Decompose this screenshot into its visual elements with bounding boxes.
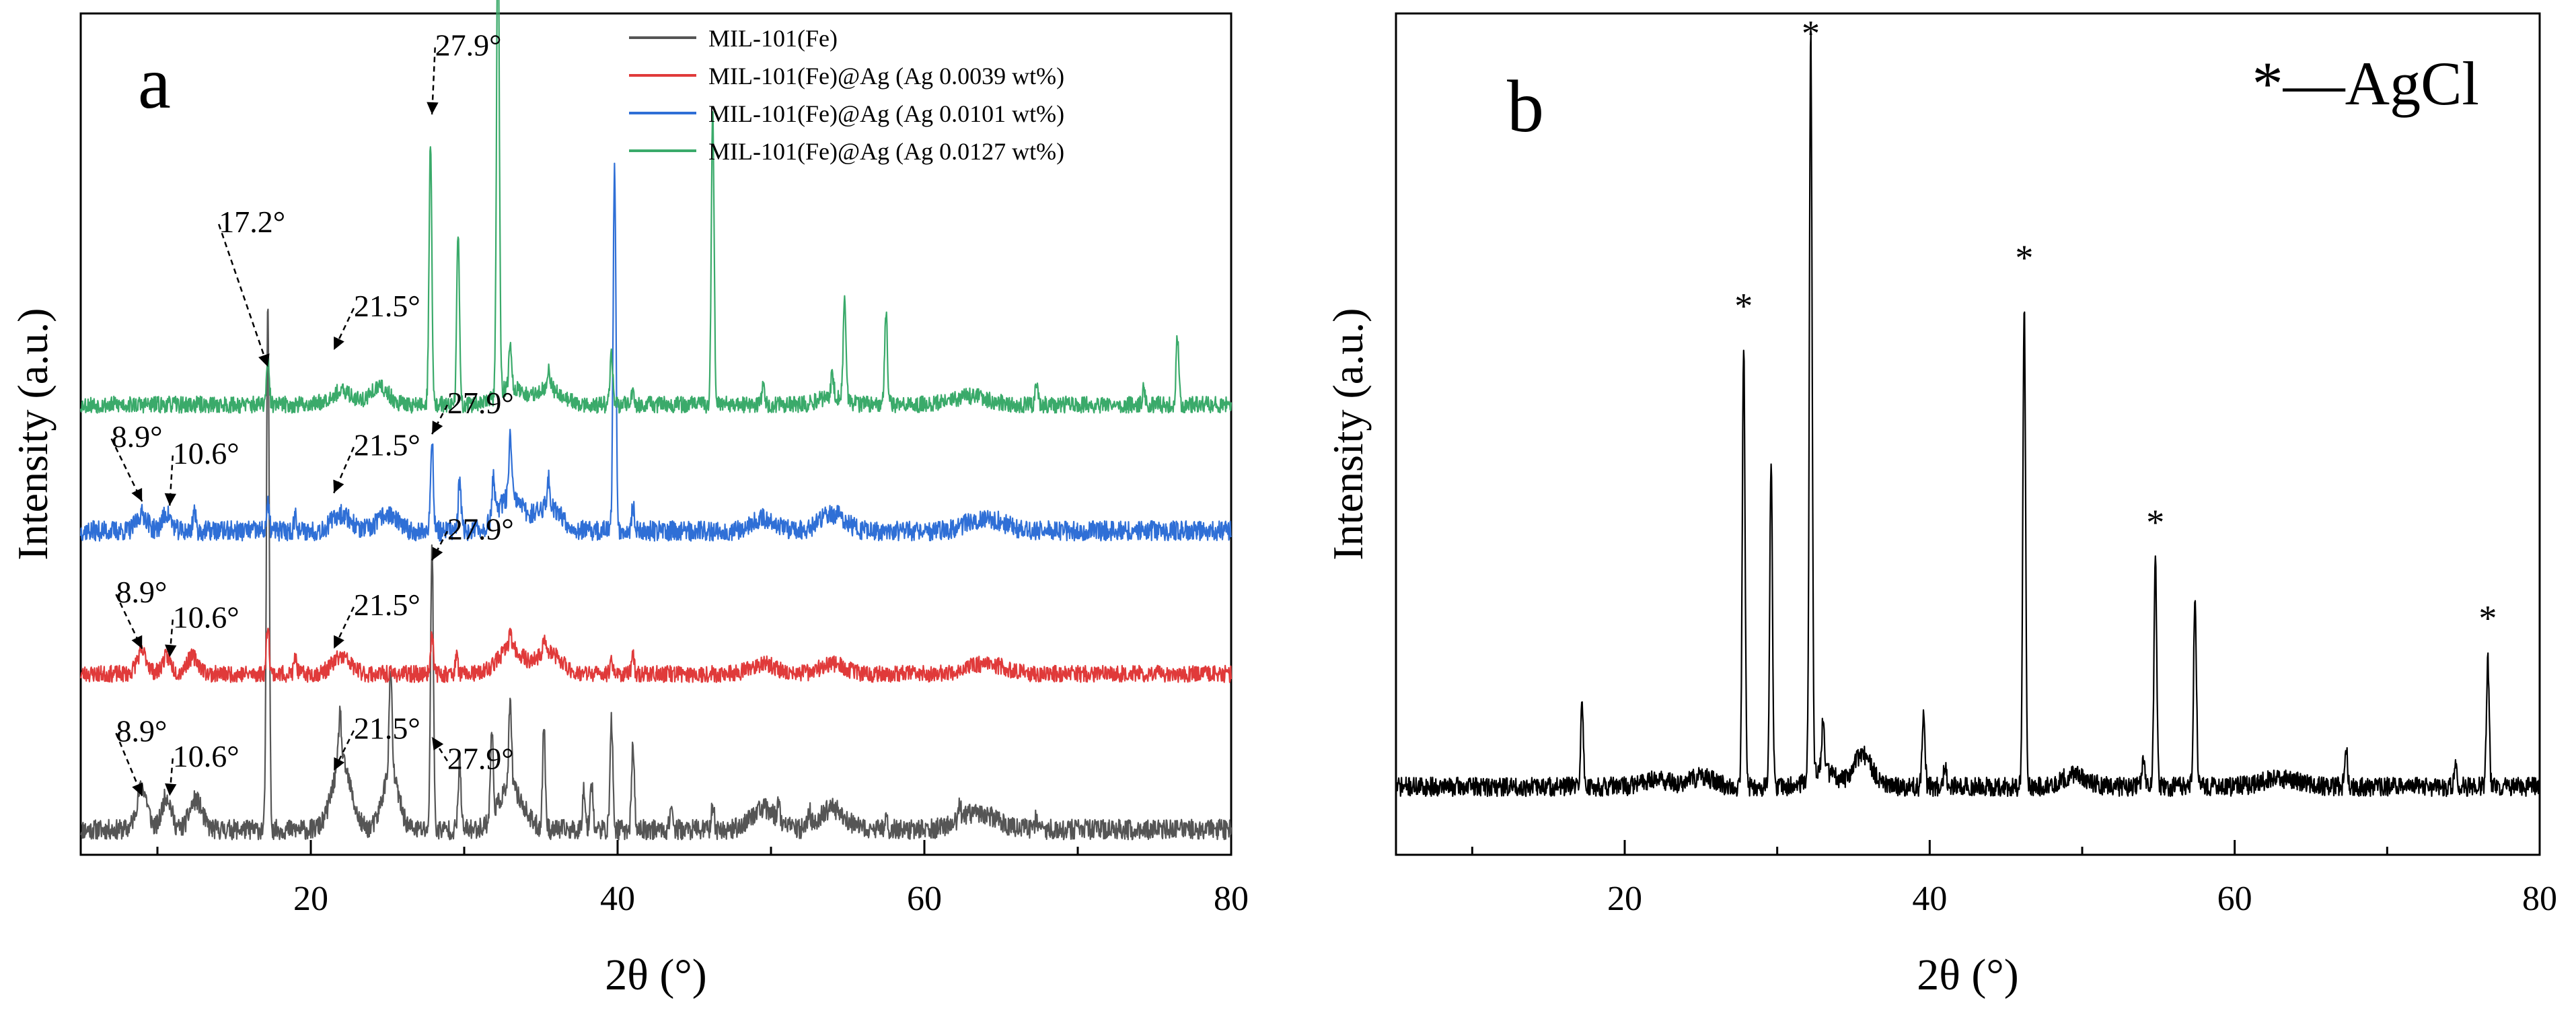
legend-entry: MIL-101(Fe)@Ag (Ag 0.0101 wt%) <box>708 100 1064 127</box>
agcl-peak-marker: * <box>2478 598 2497 639</box>
agcl-peak-marker: * <box>1802 13 1820 54</box>
peak-annotation: 10.6° <box>173 600 240 635</box>
x-tick-label: 40 <box>600 880 635 918</box>
agcl-peak-marker: * <box>2146 502 2164 542</box>
annotation-arrowhead <box>334 635 344 649</box>
panel-b-y-label: Intensity (a.u.) <box>1324 308 1372 561</box>
panel-b-x-label: 2θ (°) <box>1917 950 2018 1000</box>
annotation-arrowhead <box>432 737 444 750</box>
x-tick-label: 60 <box>2217 880 2252 918</box>
peak-annotation: 27.9° <box>447 512 514 546</box>
peak-annotation: 8.9° <box>112 419 163 454</box>
series-line-3 <box>79 162 1232 542</box>
peak-annotation: 27.9° <box>435 28 502 63</box>
panel-b-x-axis: 20 40 60 80 <box>1471 840 2557 918</box>
panel-a-annotations: 27.9°17.2°21.5°8.9° 10.6° 21.5°27.9°8.9°10… <box>110 28 514 796</box>
peak-annotation: 17.2° <box>219 205 285 239</box>
series-line-1 <box>80 308 1232 841</box>
peak-annotation: 8.9° <box>116 713 167 748</box>
x-tick-label: 80 <box>2522 880 2557 918</box>
panel-a-label: a <box>138 42 171 124</box>
annotation-arrowhead <box>258 353 270 367</box>
annotation-arrowhead <box>164 493 177 506</box>
annotation-arrowhead <box>165 644 177 658</box>
peak-annotation: 10.6° <box>173 739 240 773</box>
peak-annotation: 21.5° <box>354 711 420 746</box>
annotation-arrowhead <box>333 479 344 493</box>
series-line-2 <box>79 627 1232 683</box>
panel-b: 20 40 60 80 * * * * * b *—AgCl Intensity (a.u.)… <box>1324 12 2557 1000</box>
peak-annotation: 21.5° <box>354 588 420 622</box>
panel-a-y-label: Intensity (a.u.) <box>9 308 57 561</box>
annotation-leader <box>333 730 355 771</box>
peak-annotation: 27.9° <box>447 742 514 776</box>
peak-annotation: 21.5° <box>354 289 420 323</box>
x-tick-label: 20 <box>293 880 328 918</box>
annotation-arrowhead <box>432 547 443 561</box>
annotation-leader <box>218 223 269 367</box>
annotation-arrowhead <box>131 488 143 501</box>
annotation-arrowhead <box>334 337 344 350</box>
annotation-arrowhead <box>131 635 143 649</box>
annotation-arrowhead <box>432 421 443 434</box>
panel-a-series <box>79 0 1232 841</box>
panel-a-frame <box>79 12 1232 856</box>
panel-a: 20 40 60 80 27.9°17.2°21.5°8.9° 10.6° 21.5°27… <box>9 0 1249 1000</box>
panel-b-peak-markers: * * * * * <box>1734 13 2497 639</box>
panel-b-frame <box>1395 12 2541 856</box>
x-tick-label: 80 <box>1214 880 1249 918</box>
annotation-arrowhead <box>334 757 345 771</box>
annotation-arrowhead <box>132 782 143 796</box>
agcl-peak-marker: * <box>1734 285 1753 326</box>
annotation-arrowhead <box>427 102 439 114</box>
panel-b-legend-text: *—AgCl <box>2252 49 2479 118</box>
panel-b-series <box>1395 31 2541 798</box>
peak-annotation: 27.9° <box>447 386 514 420</box>
x-tick-label: 40 <box>1912 880 1947 918</box>
series-line-1 <box>1395 31 2541 798</box>
panel-a-legend: MIL-101(Fe) MIL-101(Fe)@Ag (Ag 0.0039 wt%… <box>629 25 1064 165</box>
legend-entry: MIL-101(Fe)@Ag (Ag 0.0127 wt%) <box>708 138 1064 165</box>
x-tick-label: 60 <box>907 880 942 918</box>
legend-entry: MIL-101(Fe) <box>708 25 838 52</box>
peak-annotation: 10.6° <box>173 436 240 470</box>
peak-annotation: 21.5° <box>354 427 420 462</box>
peak-annotation: 8.9° <box>116 575 167 609</box>
annotation-arrowhead <box>165 783 177 796</box>
annotation-leader <box>431 47 436 115</box>
series-line-4 <box>79 0 1232 414</box>
panel-b-label: b <box>1507 65 1544 147</box>
panel-a-x-label: 2θ (°) <box>605 950 706 1000</box>
legend-entry: MIL-101(Fe)@Ag (Ag 0.0039 wt%) <box>708 63 1064 90</box>
agcl-peak-marker: * <box>2015 238 2033 278</box>
x-tick-label: 20 <box>1607 880 1642 918</box>
panel-a-x-axis: 20 40 60 80 <box>156 840 1249 918</box>
